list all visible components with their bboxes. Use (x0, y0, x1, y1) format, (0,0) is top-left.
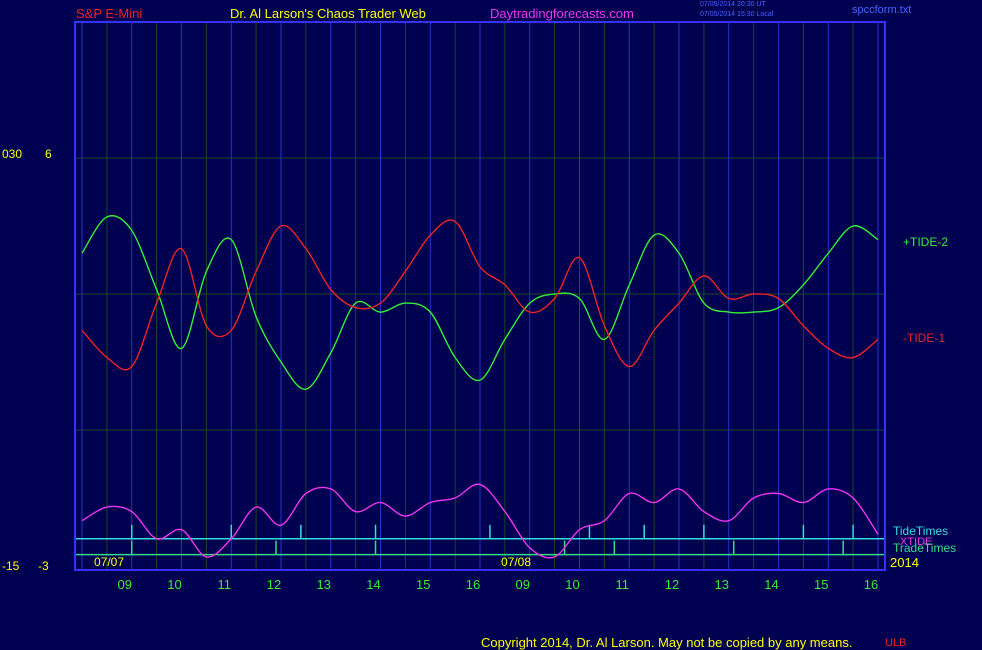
x-tick-label: 10 (565, 577, 579, 592)
x-tick-label: 14 (764, 577, 778, 592)
x-tick-label: 09 (516, 577, 530, 592)
legend-tide1: -TIDE-1 (903, 331, 945, 345)
x-tick-label: 13 (715, 577, 729, 592)
x-tick-label: 12 (665, 577, 679, 592)
x-tick-label: 16 (466, 577, 480, 592)
x-tick-label: 14 (366, 577, 380, 592)
site-link[interactable]: Daytradingforecasts.com (490, 6, 634, 21)
copyright: Copyright 2014, Dr. Al Larson. May not b… (481, 635, 853, 650)
date-label-0708: 07/08 (501, 555, 532, 569)
series-line-tide2 (81, 215, 879, 390)
legend-tide2: +TIDE-2 (903, 235, 949, 249)
x-tick-label: 15 (814, 577, 828, 592)
x-tick-label: 11 (616, 577, 630, 592)
y-axis-bottom-inner: -3 (38, 559, 49, 573)
plot-frame (74, 21, 886, 571)
legend-trade-times: TradeTimes (893, 541, 957, 555)
series-layer (75, 215, 885, 559)
legend-tide-times: TideTimes (893, 524, 949, 538)
x-tick-label: 10 (167, 577, 181, 592)
x-tick-label: 13 (317, 577, 331, 592)
y-axis-bottom-outer: -15 (2, 559, 20, 573)
series-line-tide1 (81, 219, 879, 371)
year-label: 2014 (890, 555, 919, 570)
x-tick-label: 12 (267, 577, 281, 592)
x-tick-label: 16 (864, 577, 878, 592)
chart-title: Dr. Al Larson's Chaos Trader Web (230, 6, 426, 21)
x-tick-label: 11 (218, 577, 232, 592)
x-tick-label: 09 (118, 577, 132, 592)
x-axis-ticks: 09 10 11 12 13 14 15 16 09 10 11 12 13 14 15 16 (118, 577, 879, 592)
file-name: spccform.txt (852, 4, 912, 16)
timestamp-local: 07/05/2014 15:30 Local (700, 11, 774, 18)
y-axis-top-inner: 6 (45, 147, 52, 161)
y-axis-top-outer: 030 (2, 147, 23, 161)
date-label-0707: 07/07 (94, 555, 125, 569)
footer-mark: ULB (885, 637, 907, 649)
series-line-xtide (81, 483, 879, 559)
x-tick-label: 15 (416, 577, 430, 592)
timestamp-ut: 07/05/2014 20:30 UT (700, 1, 766, 8)
grid (75, 22, 885, 570)
symbol-label: S&P E-Mini (76, 6, 143, 21)
legend-xtide: XTIDE (900, 536, 933, 548)
